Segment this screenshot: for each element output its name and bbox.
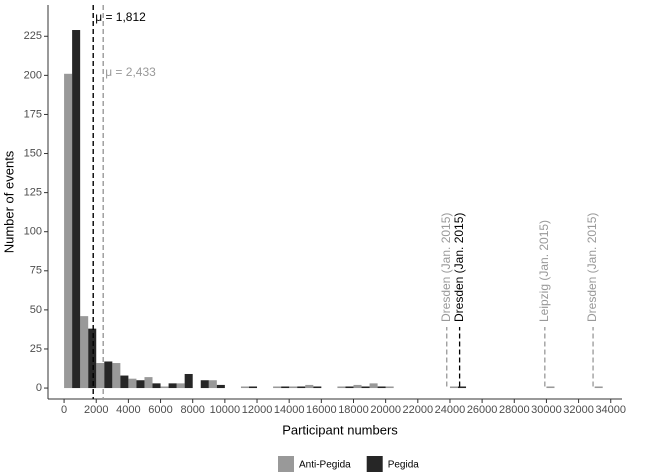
bar	[96, 363, 105, 389]
bar	[136, 380, 145, 389]
bar	[144, 377, 153, 389]
bar	[337, 386, 346, 389]
bar	[361, 386, 370, 389]
x-tick-label: 4000	[116, 404, 140, 416]
x-tick-label: 6000	[148, 404, 172, 416]
legend-swatch	[366, 456, 383, 472]
mean-label: μ = 1,812	[95, 10, 146, 24]
bar	[345, 386, 354, 389]
y-tick-label: 0	[36, 382, 42, 394]
bar	[449, 386, 458, 389]
x-axis-title: Participant numbers	[282, 422, 398, 437]
bar	[281, 386, 290, 389]
bar	[385, 386, 394, 389]
x-tick-label: 30000	[531, 404, 562, 416]
bar	[353, 384, 362, 389]
annotation-label: Leipzig (Jan. 2015)	[537, 220, 551, 322]
bar	[208, 380, 217, 389]
bar	[273, 386, 282, 389]
mean-label: μ = 2,433	[105, 65, 156, 79]
x-tick-label: 14000	[274, 404, 305, 416]
y-tick-label: 100	[24, 226, 42, 238]
bar	[313, 386, 322, 389]
annotation-label: Dresden (Jan. 2015)	[585, 213, 599, 322]
bar	[64, 73, 73, 389]
legend-label: Anti-Pegida	[299, 460, 351, 471]
y-axis-title: Number of events	[1, 150, 16, 253]
y-tick-label: 150	[24, 147, 42, 159]
bar	[176, 383, 185, 389]
y-tick-label: 75	[30, 265, 42, 277]
bar	[594, 386, 603, 389]
bar	[377, 386, 386, 389]
bar	[369, 383, 378, 389]
y-tick-label: 225	[24, 30, 42, 42]
bar	[80, 316, 89, 389]
y-tick-label: 200	[24, 69, 42, 81]
bar	[104, 361, 113, 389]
bar	[72, 30, 81, 389]
x-tick-label: 16000	[306, 404, 337, 416]
bar	[305, 384, 314, 389]
annotation-label: Dresden (Jan. 2015)	[452, 213, 466, 322]
x-tick-label: 26000	[467, 404, 498, 416]
x-tick-label: 32000	[563, 404, 594, 416]
y-tick-label: 25	[30, 343, 42, 355]
y-tick-label: 50	[30, 304, 42, 316]
bar	[152, 383, 161, 389]
bar	[458, 386, 467, 389]
x-tick-label: 20000	[370, 404, 401, 416]
bar	[248, 386, 258, 389]
x-tick-label: 34000	[595, 404, 626, 416]
x-tick-label: 8000	[180, 404, 204, 416]
x-tick-label: 12000	[242, 404, 273, 416]
bar	[88, 328, 97, 389]
legend-swatch	[278, 456, 294, 472]
bar	[297, 386, 306, 389]
x-tick-label: 10000	[210, 404, 241, 416]
bar	[128, 378, 137, 389]
bar	[184, 373, 193, 389]
bar	[546, 386, 555, 389]
bar	[216, 384, 225, 389]
bar	[289, 386, 298, 389]
x-tick-label: 2000	[84, 404, 108, 416]
y-tick-label: 125	[24, 187, 42, 199]
y-tick-label: 175	[24, 108, 42, 120]
x-tick-label: 18000	[338, 404, 369, 416]
bar	[168, 383, 177, 389]
x-tick-label: 28000	[499, 404, 530, 416]
bar	[160, 386, 169, 389]
x-tick-label: 0	[61, 404, 67, 416]
bar	[112, 363, 121, 389]
x-tick-label: 22000	[403, 404, 434, 416]
bar	[200, 380, 209, 389]
annotation-label: Dresden (Jan. 2015)	[439, 213, 453, 322]
legend-label: Pegida	[388, 460, 420, 471]
x-tick-label: 24000	[435, 404, 466, 416]
bar	[240, 386, 249, 389]
bar	[120, 375, 129, 389]
